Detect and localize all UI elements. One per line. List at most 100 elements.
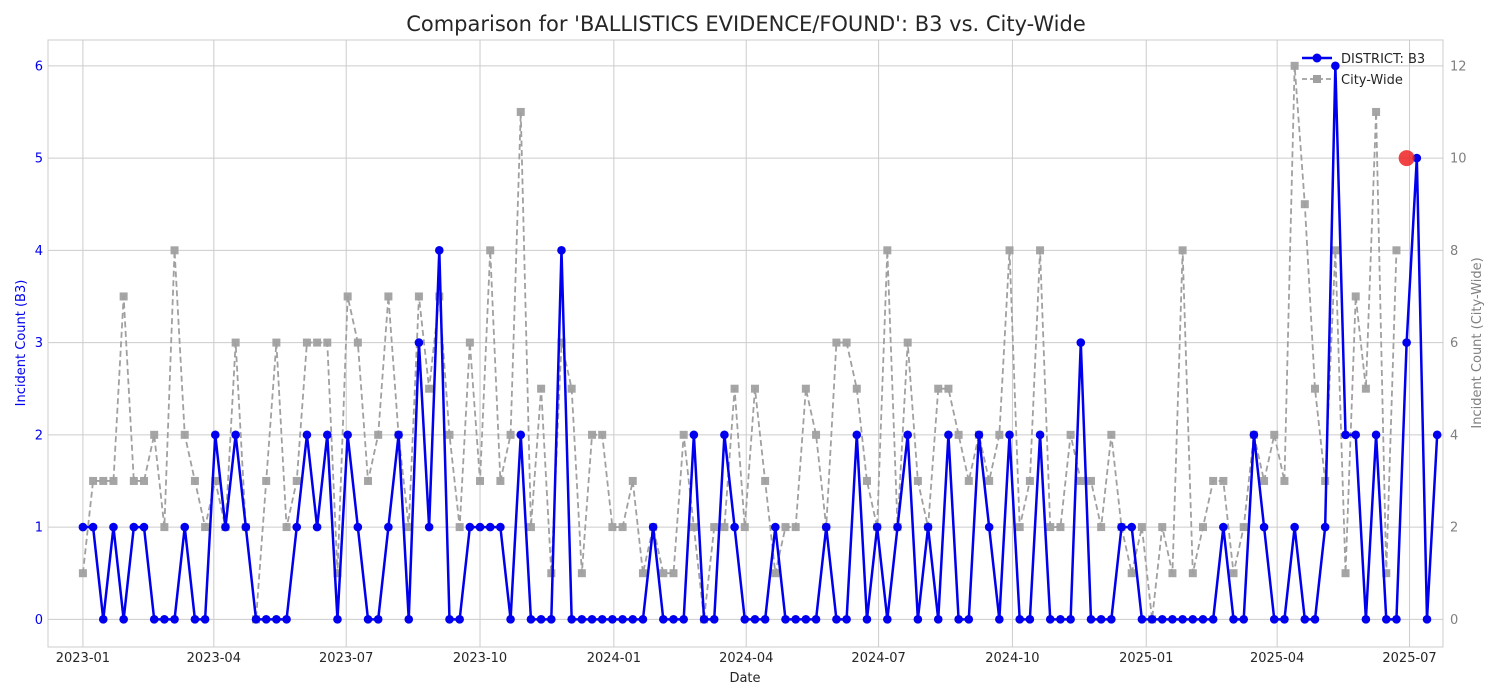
data-point-b3 (1035, 430, 1045, 440)
legend-marker-citywide (1313, 75, 1321, 83)
data-point-citywide (638, 569, 647, 578)
data-point-b3 (964, 615, 974, 624)
data-point-citywide (761, 476, 770, 485)
data-point-citywide (618, 523, 627, 532)
data-point-b3 (1432, 430, 1442, 440)
data-point-citywide (150, 430, 159, 439)
x-tick-label: 2024-04 (719, 651, 773, 666)
data-point-citywide (129, 476, 138, 485)
data-point-b3 (343, 430, 352, 440)
data-point-citywide (201, 523, 210, 532)
data-point-b3 (760, 615, 770, 624)
data-point-citywide (985, 476, 994, 485)
data-point-citywide (1198, 523, 1207, 532)
data-point-citywide (679, 430, 688, 439)
data-point-citywide (1036, 246, 1045, 255)
data-point-b3 (781, 615, 790, 624)
legend-marker-b3 (1312, 53, 1322, 63)
data-point-b3 (1280, 615, 1289, 624)
data-point-citywide (1046, 523, 1055, 532)
data-point-citywide (109, 476, 118, 485)
data-point-b3 (1086, 615, 1096, 624)
data-point-b3 (862, 615, 872, 624)
data-point-citywide (119, 292, 128, 301)
data-point-b3 (1066, 615, 1075, 624)
data-point-b3 (261, 615, 271, 624)
data-point-b3 (129, 522, 139, 532)
data-point-b3 (608, 615, 617, 624)
y-left-tick-label: 6 (35, 59, 43, 74)
data-point-b3 (160, 615, 169, 624)
data-point-b3 (1412, 153, 1422, 163)
data-point-citywide (791, 523, 800, 532)
data-point-b3 (567, 615, 576, 624)
data-point-b3 (424, 522, 434, 532)
data-point-citywide (1168, 569, 1177, 578)
data-point-citywide (557, 338, 566, 347)
x-tick-label: 2023-01 (56, 651, 110, 666)
data-point-b3 (1371, 430, 1381, 440)
data-point-citywide (1076, 476, 1085, 485)
data-point-b3 (496, 522, 505, 532)
data-point-b3 (434, 246, 444, 255)
x-tick-label: 2025-07 (1382, 651, 1436, 666)
data-point-citywide (414, 292, 423, 301)
data-point-b3 (1056, 615, 1065, 624)
data-point-b3 (933, 615, 943, 624)
data-point-citywide (1280, 476, 1289, 485)
data-point-citywide (516, 107, 525, 116)
data-point-b3 (1147, 615, 1157, 624)
data-point-citywide (771, 569, 780, 578)
x-tick-label: 2023-07 (319, 651, 373, 666)
data-point-citywide (211, 476, 220, 485)
data-point-citywide (364, 476, 373, 485)
data-point-b3 (1096, 615, 1106, 624)
y-right-tick-label: 6 (1450, 336, 1458, 351)
x-tick-label: 2025-01 (1119, 651, 1173, 666)
data-point-citywide (1239, 523, 1248, 532)
data-point-b3 (547, 615, 556, 624)
data-point-b3 (597, 615, 607, 624)
data-point-b3 (1137, 615, 1147, 624)
data-point-citywide (1290, 61, 1299, 70)
data-point-citywide (180, 430, 189, 439)
data-point-citywide (1066, 430, 1075, 439)
data-point-b3 (1015, 615, 1024, 624)
y-left-tick-labels: 0 1 2 3 4 5 6 (35, 59, 43, 627)
data-point-citywide (465, 338, 474, 347)
data-point-b3 (1229, 615, 1238, 624)
data-point-citywide (1300, 200, 1309, 209)
y-left-axis-label: Incident Count (B3) (14, 280, 29, 407)
data-point-b3 (618, 615, 627, 624)
data-point-citywide (333, 569, 342, 578)
y-right-tick-label: 2 (1450, 521, 1458, 536)
data-point-b3 (954, 615, 963, 624)
data-point-citywide (384, 292, 393, 301)
data-point-citywide (160, 523, 169, 532)
data-point-b3 (628, 615, 638, 624)
data-point-citywide (262, 476, 271, 485)
data-point-b3 (1107, 615, 1116, 624)
data-point-citywide (598, 430, 607, 439)
data-point-citywide (476, 476, 485, 485)
data-point-citywide (1107, 430, 1116, 439)
data-point-b3 (1045, 615, 1055, 624)
data-point-citywide (689, 523, 698, 532)
data-point-b3 (302, 430, 312, 440)
data-point-b3 (1392, 615, 1401, 624)
data-point-b3 (832, 615, 841, 624)
data-point-citywide (740, 523, 749, 532)
data-point-citywide (537, 384, 546, 393)
data-point-citywide (302, 338, 311, 347)
data-point-b3 (272, 615, 281, 624)
chart-title: Comparison for 'BALLISTICS EVIDENCE/FOUN… (406, 12, 1086, 36)
data-point-citywide (862, 476, 871, 485)
data-point-b3 (221, 522, 230, 532)
data-point-b3 (394, 430, 403, 440)
legend-label-b3: DISTRICT: B3 (1341, 52, 1425, 67)
data-point-b3 (333, 615, 342, 624)
data-point-citywide (588, 430, 597, 439)
legend-label-citywide: City-Wide (1341, 73, 1403, 88)
data-point-citywide (374, 430, 383, 439)
y-left-tick-label: 0 (35, 613, 43, 628)
